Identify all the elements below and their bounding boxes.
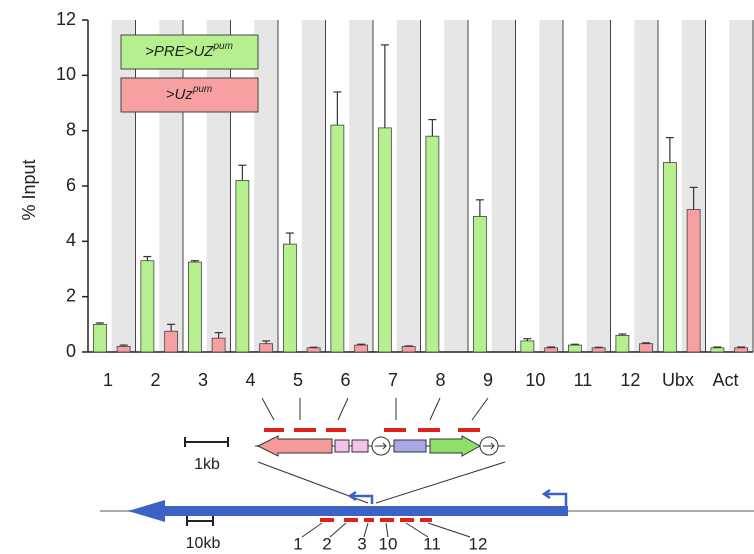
x-tick-label: 5 xyxy=(293,370,303,390)
figure: % Input 024681012123456789101112UbxAct>P… xyxy=(0,0,754,554)
error-bar xyxy=(428,120,436,137)
region-label: 2 xyxy=(322,534,331,553)
y-tick-label: 4 xyxy=(66,230,76,250)
bar xyxy=(283,244,296,352)
stripe xyxy=(444,20,468,352)
stripe xyxy=(587,20,611,352)
bar xyxy=(568,345,581,352)
legend-superscript: pum xyxy=(192,84,212,95)
x-tick-label: 10 xyxy=(525,370,545,390)
x-tick-label: 4 xyxy=(245,370,255,390)
bar xyxy=(521,341,534,352)
error-bar xyxy=(595,347,603,348)
bar xyxy=(117,346,130,352)
bar xyxy=(93,324,106,352)
x-tick-label: 7 xyxy=(388,370,398,390)
x-tick-label: 2 xyxy=(150,370,160,390)
y-tick-label: 10 xyxy=(56,64,76,84)
legend-superscript: pum xyxy=(212,41,232,52)
y-tick-label: 12 xyxy=(56,9,76,29)
legend-name: >Uz xyxy=(166,86,194,103)
y-tick-label: 0 xyxy=(66,341,76,361)
bar xyxy=(378,128,391,352)
x-tick-label: 3 xyxy=(198,370,208,390)
error-bar xyxy=(476,200,484,217)
scale-label: 1kb xyxy=(194,456,220,473)
region-label: 1 xyxy=(293,534,302,553)
error-bar xyxy=(310,347,318,348)
error-bar xyxy=(381,45,389,128)
bar xyxy=(141,261,154,352)
bar xyxy=(711,348,724,352)
stripe xyxy=(159,20,183,352)
stripe xyxy=(207,20,231,352)
y-axis-label: % Input xyxy=(19,159,39,220)
stripe xyxy=(539,20,563,352)
bar xyxy=(331,125,344,352)
stripe xyxy=(397,20,421,352)
bar xyxy=(355,345,368,352)
region-label: 10 xyxy=(379,534,398,553)
legend-name: >PRE>UZ xyxy=(145,43,214,60)
stripe xyxy=(254,20,278,352)
error-bar xyxy=(333,92,341,125)
promoter xyxy=(350,492,372,504)
bar xyxy=(307,348,320,352)
bar xyxy=(165,331,178,352)
x-tick-label: 1 xyxy=(103,370,113,390)
region-label: 3 xyxy=(357,534,366,553)
bar xyxy=(640,344,653,352)
box xyxy=(394,440,426,452)
error-bar xyxy=(143,257,151,261)
bar xyxy=(616,335,629,352)
bar xyxy=(188,262,201,352)
bar xyxy=(735,348,748,352)
stripe xyxy=(634,20,658,352)
x-tick-label: 11 xyxy=(574,370,593,390)
bar xyxy=(473,216,486,352)
x-tick-label: 9 xyxy=(483,370,493,390)
x-tick-label: 6 xyxy=(340,370,350,390)
error-bar xyxy=(238,165,246,180)
bar xyxy=(592,348,605,352)
y-tick-label: 8 xyxy=(66,119,76,139)
y-tick-label: 2 xyxy=(66,285,76,305)
bar xyxy=(687,210,700,352)
region-label: 12 xyxy=(469,534,488,553)
x-tick-label: 12 xyxy=(620,370,640,390)
x-tick-label: 8 xyxy=(435,370,445,390)
stripe xyxy=(492,20,516,352)
region-label: 11 xyxy=(423,534,441,553)
y-tick-label: 6 xyxy=(66,175,76,195)
x-tick-label: Ubx xyxy=(662,370,694,390)
stripe xyxy=(729,20,753,352)
box xyxy=(335,440,349,452)
construct-diagram: 1kb xyxy=(185,398,505,503)
green-arrow xyxy=(430,436,480,456)
bar xyxy=(260,344,273,352)
stripe xyxy=(302,20,326,352)
bar xyxy=(663,162,676,352)
bar xyxy=(236,180,249,352)
leaders xyxy=(262,398,488,420)
box xyxy=(352,440,368,452)
stripe xyxy=(112,20,136,352)
x-tick-label: Act xyxy=(712,370,738,390)
bar xyxy=(402,346,415,352)
scale-label: 10kb xyxy=(186,535,221,552)
zoom-line xyxy=(376,462,505,503)
error-bar xyxy=(666,138,674,163)
bar xyxy=(212,338,225,352)
error-bar xyxy=(286,233,294,244)
bar xyxy=(545,348,558,352)
pink-arrow xyxy=(258,436,332,456)
stripe xyxy=(349,20,373,352)
bar xyxy=(426,136,439,352)
promoter xyxy=(544,490,566,506)
error-bar xyxy=(405,346,413,347)
